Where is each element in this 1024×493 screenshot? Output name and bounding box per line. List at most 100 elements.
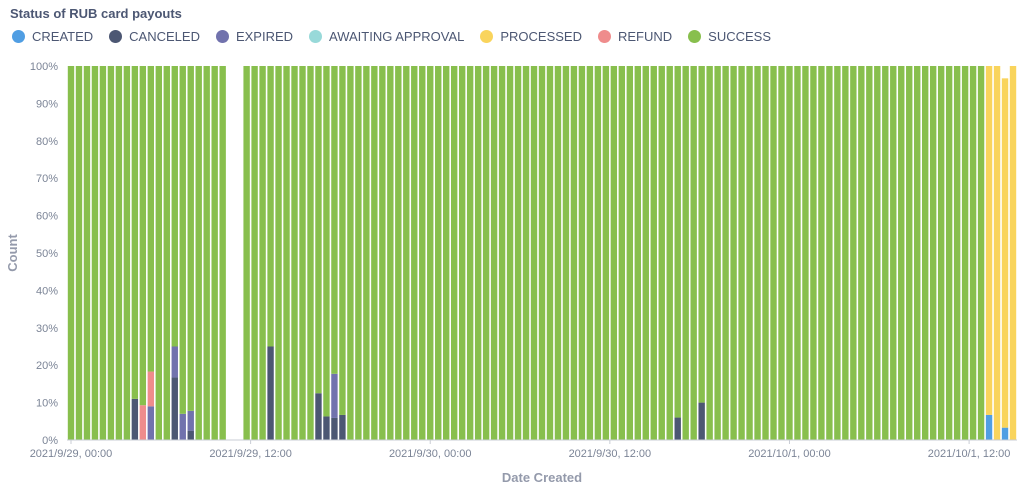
bar-segment-canceled — [674, 417, 681, 440]
y-tick-label: 100% — [30, 61, 58, 73]
bar-segment-success — [395, 66, 402, 440]
bar-segment-success — [403, 66, 410, 440]
bar-segment-success — [267, 66, 274, 347]
bar-segment-success — [666, 66, 673, 440]
legend-item-expired[interactable]: EXPIRED — [215, 29, 294, 44]
bar-segment-success — [594, 66, 602, 440]
bar-segment-success — [411, 66, 418, 440]
bar-segment-success — [890, 66, 897, 440]
bar-segment-success — [363, 66, 370, 440]
bar-segment-success — [898, 66, 905, 440]
bar-segment-success — [738, 66, 745, 440]
bar-segment-success — [698, 66, 705, 403]
bar-segment-success — [347, 66, 354, 440]
bar-segment-success — [482, 66, 490, 440]
bar-segment-refund — [139, 405, 147, 440]
bar-segment-success — [251, 66, 258, 440]
legend-label: CREATED — [32, 29, 94, 44]
bar-segment-success — [922, 66, 929, 440]
bar-segment-success — [131, 66, 139, 399]
bar-segment-success — [906, 66, 913, 440]
legend-item-created[interactable]: CREATED — [12, 29, 93, 44]
legend-dot-icon — [309, 30, 323, 43]
legend-dot-icon — [12, 30, 25, 43]
bar-segment-success — [203, 66, 210, 440]
y-tick-label: 40% — [36, 285, 58, 297]
bar-segment-success — [546, 66, 554, 440]
bar-segment-success — [139, 66, 147, 406]
bar-segment-expired — [331, 373, 338, 418]
bar-segment-success — [674, 66, 681, 418]
bar-segment-success — [794, 66, 801, 440]
legend-dot-icon — [480, 30, 494, 43]
bar-segment-success — [498, 66, 506, 440]
bar-segment-success — [874, 66, 881, 440]
legend-item-refund[interactable]: REFUND — [598, 29, 672, 44]
bar-segment-success — [530, 66, 538, 440]
bar-segment-success — [826, 66, 833, 440]
bar-segment-expired — [187, 410, 194, 431]
legend-dot-icon — [215, 30, 229, 43]
bar-segment-success — [770, 66, 777, 440]
bar-segment-success — [682, 66, 689, 440]
bar-segment-success — [115, 66, 123, 440]
bar-segment-processed — [1009, 66, 1017, 440]
y-tick-label: 0% — [42, 435, 58, 447]
bar-segment-success — [626, 66, 634, 440]
bar-segment-success — [307, 66, 314, 440]
legend-label: EXPIRED — [235, 29, 294, 44]
bar-segment-refund — [147, 371, 155, 407]
chart-title: Status of RUB card payouts — [10, 6, 182, 21]
bar-segment-success — [961, 66, 969, 440]
legend-dot-icon — [109, 30, 123, 43]
bar-segment-success — [259, 66, 266, 440]
bar-segment-success — [754, 66, 761, 440]
bar-segment-success — [371, 66, 378, 440]
bar-segment-success — [435, 66, 442, 440]
y-tick-label: 30% — [36, 323, 58, 335]
bar-segment-success — [714, 66, 721, 440]
bar-segment-success — [219, 66, 226, 440]
bar-segment-success — [275, 66, 282, 440]
bar-segment-success — [602, 66, 610, 440]
bar-segment-success — [866, 66, 873, 440]
legend-dot-icon — [598, 30, 611, 43]
bar-segment-success — [945, 66, 953, 440]
chart-legend: CREATED CANCELED EXPIRED AWAITING APPROVAL P… — [12, 29, 787, 44]
legend-item-processed[interactable]: PROCESSED — [480, 29, 582, 44]
bar-segment-success — [818, 66, 825, 440]
bar-segment-success — [283, 66, 290, 440]
bar-segment-expired — [147, 406, 155, 440]
bar-segment-success — [690, 66, 697, 440]
legend-label: AWAITING APPROVAL — [329, 29, 465, 44]
bar-segment-canceled — [315, 393, 322, 440]
bar-segment-success — [419, 66, 426, 440]
bar-segment-success — [570, 66, 578, 440]
bar-segment-success — [187, 66, 194, 411]
bar-segment-success — [802, 66, 809, 440]
legend-item-awaiting-approval[interactable]: AWAITING APPROVAL — [309, 29, 464, 44]
bar-segment-success — [490, 66, 498, 440]
bar-segment-success — [882, 66, 889, 440]
bar-segment-success — [83, 66, 91, 440]
bar-segment-success — [586, 66, 594, 440]
bar-segment-success — [554, 66, 562, 440]
bar-segment-success — [730, 66, 737, 440]
bar-segment-success — [506, 66, 514, 440]
bar-segment-success — [458, 66, 466, 440]
bar-segment-success — [642, 66, 649, 440]
bar-segment-success — [379, 66, 386, 440]
bar-segment-success — [778, 66, 785, 440]
bar-segment-success — [387, 66, 394, 440]
bar-segment-success — [706, 66, 713, 440]
bar-segment-success — [427, 66, 434, 440]
bar-segment-success — [450, 66, 458, 440]
bar-segment-success — [634, 66, 641, 440]
legend-item-success[interactable]: SUCCESS — [688, 29, 771, 44]
legend-item-canceled[interactable]: CANCELED — [109, 29, 200, 44]
y-tick-label: 60% — [36, 211, 58, 223]
y-tick-label: 80% — [36, 136, 58, 148]
legend-dot-icon — [688, 30, 702, 43]
bar-segment-success — [578, 66, 586, 440]
